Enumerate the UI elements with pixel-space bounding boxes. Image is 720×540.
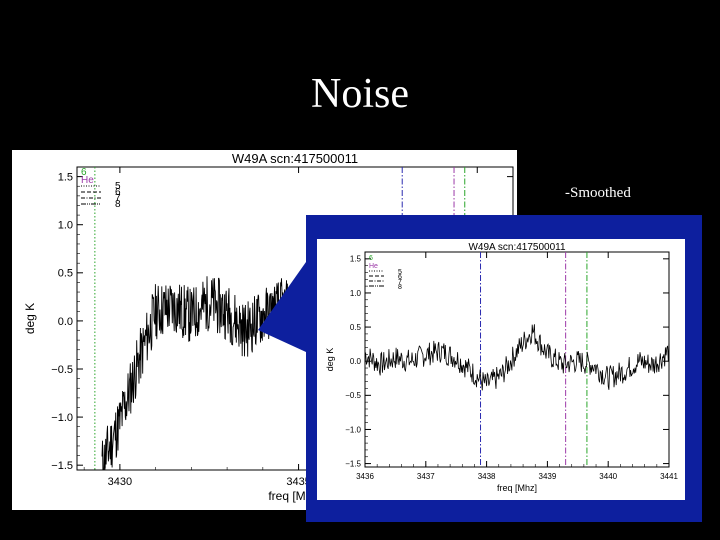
chart-title: W49A scn:417500011	[232, 151, 358, 166]
y-tick-label: 1.5	[350, 255, 362, 264]
y-tick-label: 1.0	[58, 220, 73, 232]
y-tick-label: −1.5	[51, 460, 73, 472]
x-tick-label: 3436	[356, 472, 374, 481]
chart-title: W49A scn:417500011	[468, 242, 566, 253]
legend-header: 6	[369, 255, 373, 262]
callout-wedge	[258, 262, 306, 352]
legend-entry: 5	[115, 181, 121, 192]
legend-header: He	[369, 263, 378, 270]
y-axis-label: deg K	[23, 303, 37, 334]
legend-entry: 7	[115, 193, 121, 204]
x-tick-label: 3440	[599, 472, 617, 481]
y-tick-label: 0.0	[58, 316, 73, 328]
y-tick-label: 1.5	[58, 171, 73, 183]
x-axis-label: freq [Mhz]	[497, 483, 537, 493]
y-tick-label: 0.5	[58, 268, 73, 280]
smoothed-annotation: -Smoothed	[565, 185, 631, 201]
spectrum-trace	[364, 324, 670, 391]
smoothed-spectrum-chart: W49A scn:417500011 −1.5 −1.0 −0.5 0.0 0.5 1.0 1…	[325, 242, 678, 493]
x-tick-label: 3430	[108, 476, 132, 488]
y-tick-label: 0.5	[350, 323, 362, 332]
y-tick-label: −1.0	[51, 412, 73, 424]
y-tick-label: 1.0	[350, 289, 362, 298]
y-tick-label: −1.5	[345, 459, 361, 468]
x-tick-label: 3439	[539, 472, 557, 481]
x-tick-label: 3435	[286, 476, 310, 488]
y-tick-label: −1.0	[345, 425, 361, 434]
legend-entry: 7	[398, 279, 402, 286]
legend-header: 6	[81, 167, 87, 178]
legend-entry: 6	[398, 274, 402, 281]
legend-entry: 8	[115, 199, 121, 210]
y-tick-label: −0.5	[345, 391, 361, 400]
legend-entry: 8	[398, 284, 402, 291]
x-tick-label: 3441	[660, 472, 678, 481]
y-tick-label: −0.5	[51, 364, 73, 376]
x-tick-label: 3437	[417, 472, 435, 481]
x-tick-label: 3438	[478, 472, 496, 481]
legend-entry: 5	[398, 269, 402, 276]
slide-title: Noise	[311, 71, 409, 117]
smoothed-spectrum-panel: W49A scn:417500011 −1.5 −1.0 −0.5 0.0 0.5 1.0 1…	[317, 239, 685, 500]
legend-header: He	[81, 175, 94, 186]
y-axis-label: deg K	[325, 348, 335, 372]
y-tick-label: 0.0	[350, 357, 362, 366]
plot-frame	[364, 251, 670, 468]
legend-entry: 6	[115, 187, 121, 198]
